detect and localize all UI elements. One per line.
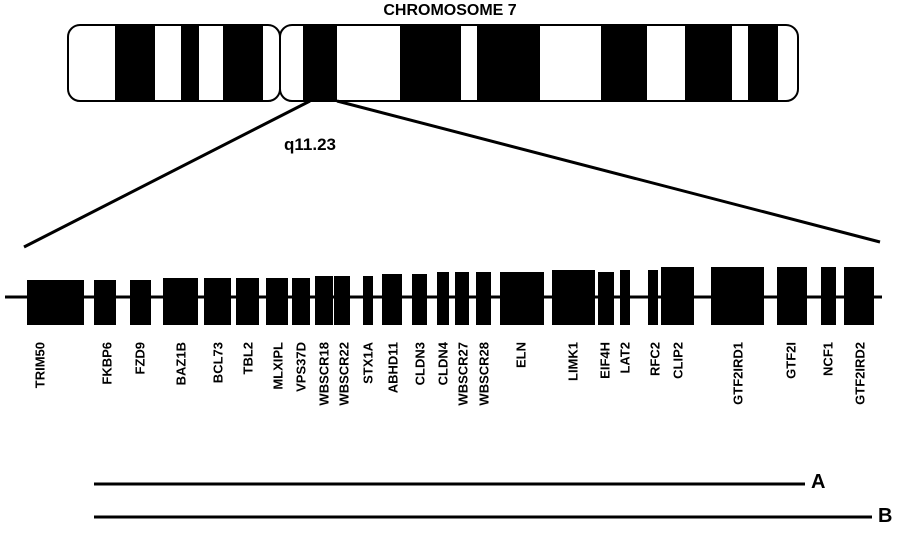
gene-block-fkbp6 [94, 280, 116, 325]
gene-block-cldn3 [412, 274, 427, 325]
gene-label-mlxipl: MLXIPL [271, 342, 286, 390]
deletion-label-b: B [878, 505, 893, 527]
gene-label-limk1: LIMK1 [566, 342, 581, 381]
gene-label-ncf1: NCF1 [821, 342, 836, 376]
gene-label-gtf2ird2: GTF2IRD2 [853, 342, 868, 405]
gene-label-wbscr18: WBSCR18 [317, 342, 332, 406]
gene-block-fzd9 [130, 280, 151, 325]
gene-label-wbscr28: WBSCR28 [477, 342, 492, 406]
gene-block-stx1a [363, 276, 373, 325]
gene-block-bcl73 [204, 278, 231, 325]
zoom-line-left [23, 99, 311, 249]
gene-label-bcl73: BCL73 [211, 342, 226, 383]
chromosome-band [400, 26, 461, 100]
gene-labels: TRIM50 FKBP6 FZD9 BAZ1B BCL73 TBL2 MLXIPL VPS37… [33, 341, 868, 405]
gene-label-rfc2: RFC2 [648, 342, 663, 376]
gene-label-wbscr22: WBSCR22 [337, 342, 352, 406]
gene-label-gtf2i: GTF2I [784, 342, 799, 379]
gene-label-tbl2: TBL2 [241, 342, 256, 375]
chromosome-title: CHROMOSOME 7 [383, 2, 517, 19]
gene-label-wbscr27: WBSCR27 [456, 342, 471, 406]
chromosome-long-arm [279, 24, 799, 102]
gene-label-cldn4: CLDN4 [436, 341, 451, 385]
gene-block-baz1b [163, 278, 198, 325]
gene-label-eln: ELN [514, 342, 529, 368]
chromosome-band [601, 26, 647, 100]
gene-label-fzd9: FZD9 [133, 342, 148, 375]
gene-block-tbl2 [236, 278, 259, 325]
chromosome-band [748, 26, 778, 100]
chromosome-band [115, 26, 155, 100]
gene-block-wbscr18 [315, 276, 333, 325]
chromosome-band [181, 26, 199, 100]
gene-label-baz1b: BAZ1B [174, 342, 189, 385]
gene-block-mlxipl [266, 278, 288, 325]
gene-label-eif4h: EIF4H [598, 342, 613, 379]
chromosome-band-q11-23 [303, 26, 337, 100]
gene-block-wbscr22 [334, 276, 350, 325]
zoom-line-right [336, 99, 881, 244]
gene-block-abhd11 [382, 274, 402, 325]
gene-block-vps37d [292, 278, 310, 325]
gene-label-clip2: CLIP2 [671, 342, 686, 379]
chromosome-band [685, 26, 732, 100]
gene-label-gtf2ird1: GTF2IRD1 [731, 342, 746, 405]
gene-label-abhd11: ABHD11 [386, 342, 401, 393]
chromosome-band [223, 26, 263, 100]
gene-label-fkbp6: FKBP6 [100, 342, 115, 385]
chromosome-short-arm [67, 24, 281, 102]
gene-label-lat2: LAT2 [618, 342, 633, 374]
gene-block-trim50 [27, 280, 84, 325]
gene-label-stx1a: STX1A [361, 341, 376, 384]
band-label: q11.23 [284, 135, 336, 154]
chromosome-band [477, 26, 540, 100]
gene-label-vps37d: VPS37D [294, 342, 309, 392]
gene-label-trim50: TRIM50 [33, 342, 48, 388]
gene-label-cldn3: CLDN3 [413, 342, 428, 385]
deletion-label-a: A [811, 471, 826, 493]
